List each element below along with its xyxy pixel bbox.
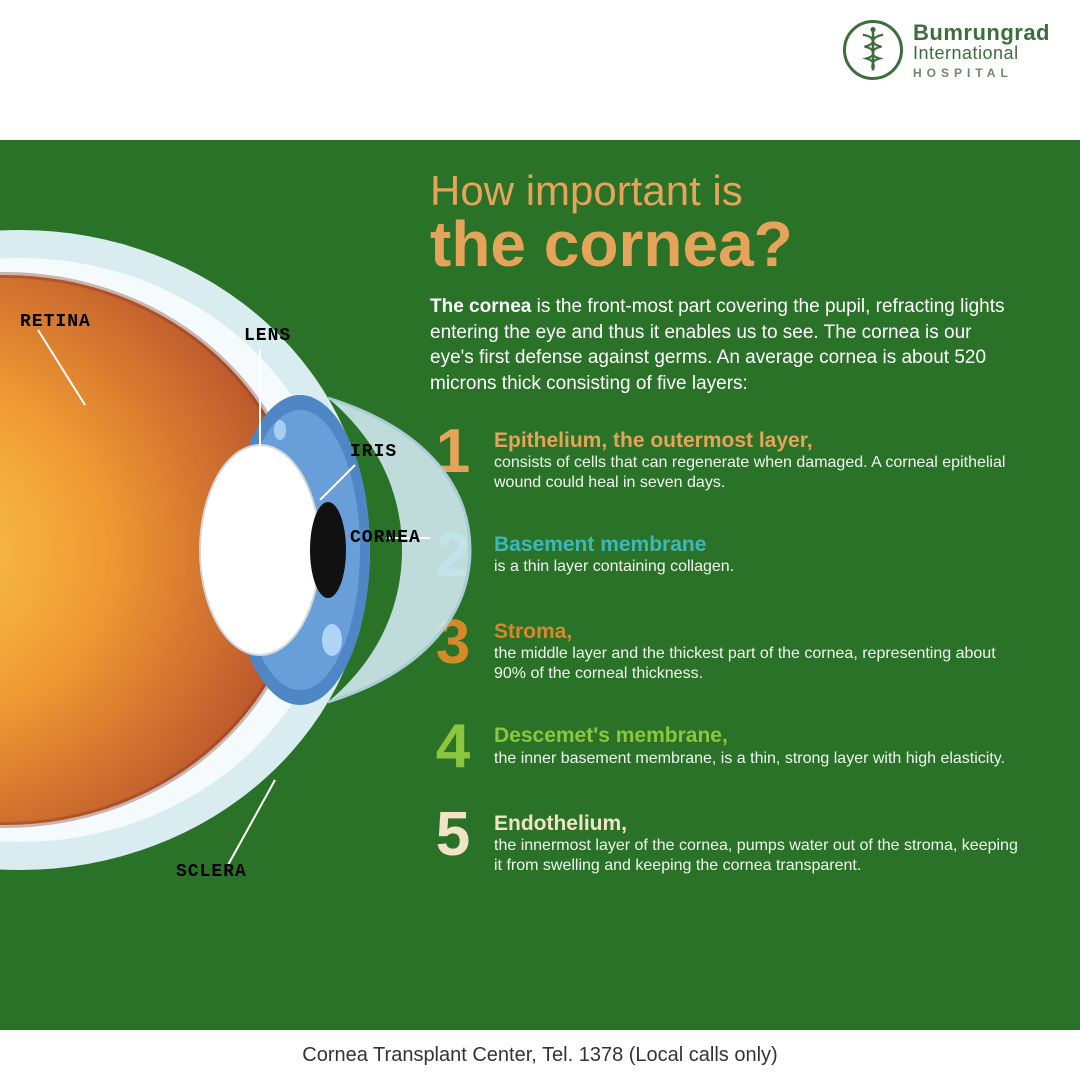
footer-text: Cornea Transplant Center, Tel. 1378 (Loc…	[302, 1044, 777, 1067]
brand-line1: Bumrungrad	[913, 21, 1050, 44]
layer-desc: the middle layer and the thickest part o…	[494, 644, 1025, 684]
intro-paragraph: The cornea is the front-most part coveri…	[430, 294, 1010, 397]
brand-logo: Bumrungrad International HOSPITAL	[843, 20, 1050, 80]
layer-desc: the inner basement membrane, is a thin, …	[494, 749, 1005, 769]
layer-item: 3Stroma,the middle layer and the thickes…	[430, 618, 1025, 684]
layers-list: 1Epithelium, the outermost layer,consist…	[430, 427, 1025, 877]
title-line1: How important is	[430, 170, 1025, 212]
footer: Cornea Transplant Center, Tel. 1378 (Loc…	[0, 1030, 1080, 1080]
header: Bumrungrad International HOSPITAL	[0, 0, 1080, 140]
layer-title: Epithelium, the outermost layer,	[494, 429, 1025, 453]
brand-text: Bumrungrad International HOSPITAL	[913, 21, 1050, 80]
layer-title: Stroma,	[494, 620, 1025, 644]
layer-item: 1Epithelium, the outermost layer,consist…	[430, 427, 1025, 493]
layer-title: Basement membrane	[494, 533, 734, 557]
layer-desc: is a thin layer containing collagen.	[494, 557, 734, 577]
label-iris: IRIS	[350, 442, 397, 462]
brand-line2: International	[913, 44, 1050, 63]
label-sclera: SCLERA	[176, 862, 247, 882]
layer-desc: the innermost layer of the cornea, pumps…	[494, 836, 1025, 876]
caduceus-icon	[843, 20, 903, 80]
layer-item: 5Endothelium,the innermost layer of the …	[430, 810, 1025, 876]
brand-line3: HOSPITAL	[913, 67, 1050, 80]
layer-item: 2Basement membraneis a thin layer contai…	[430, 531, 1025, 581]
layer-title: Descemet's membrane,	[494, 724, 1005, 748]
label-cornea: CORNEA	[350, 528, 421, 548]
layer-item: 4Descemet's membrane,the inner basement …	[430, 722, 1025, 772]
layer-title: Endothelium,	[494, 812, 1025, 836]
eye-diagram: RETINA LENS IRIS CORNEA SCLERA	[0, 230, 450, 870]
title-line2: the cornea?	[430, 212, 1025, 276]
label-retina: RETINA	[20, 312, 91, 332]
layer-desc: consists of cells that can regenerate wh…	[494, 453, 1025, 493]
label-lens: LENS	[244, 326, 291, 346]
